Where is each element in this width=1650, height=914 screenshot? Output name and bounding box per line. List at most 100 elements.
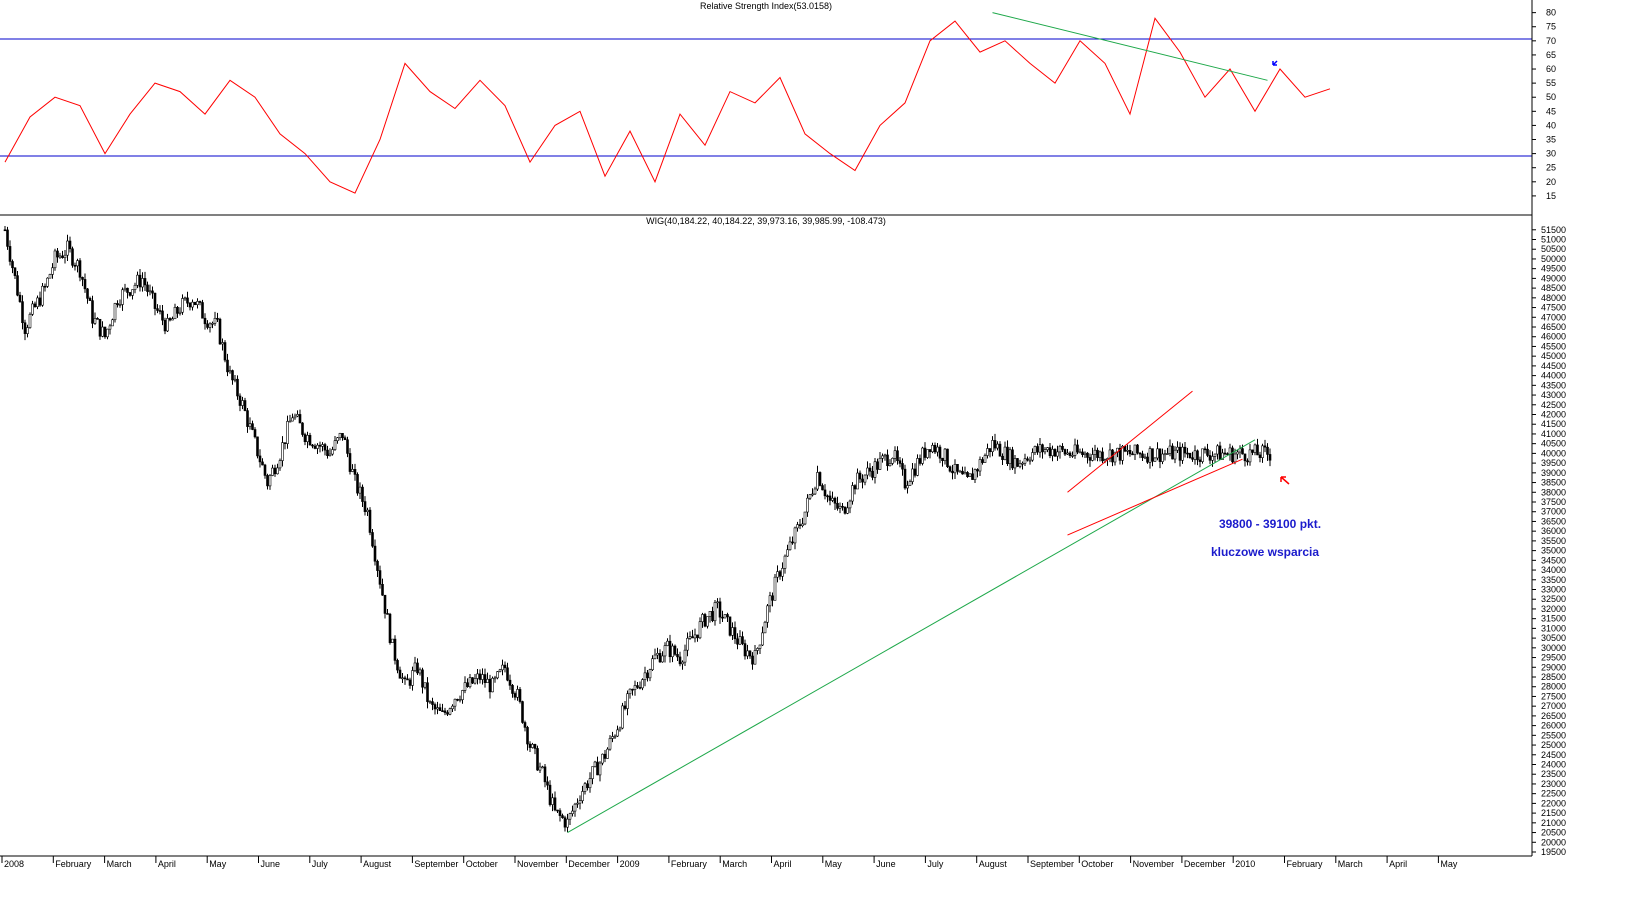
candle-body <box>596 761 599 776</box>
candle-body <box>1056 451 1059 457</box>
candle-body <box>403 677 407 680</box>
candle-body <box>1261 445 1264 458</box>
candle-body <box>1206 448 1209 456</box>
candle-body <box>1216 445 1219 455</box>
candle-body <box>608 738 612 750</box>
candle-body <box>231 370 234 381</box>
candle-body <box>778 571 782 577</box>
candle-body <box>328 453 332 457</box>
price-tick-label: 20500 <box>1541 828 1566 838</box>
candle-body <box>643 672 647 680</box>
candle-body <box>1183 446 1187 454</box>
candle-body <box>871 470 874 478</box>
candle-body <box>958 470 962 473</box>
candle-body <box>623 705 627 709</box>
candle-body <box>1081 451 1084 456</box>
candle-body <box>1051 449 1054 457</box>
candle-body <box>1058 445 1062 453</box>
month-label: July <box>312 859 329 869</box>
candle-body <box>713 602 717 622</box>
candle-body <box>143 278 147 286</box>
candle-body <box>258 455 262 463</box>
candle-body <box>336 437 339 442</box>
candle-body <box>386 613 389 615</box>
candle-body <box>1218 445 1222 460</box>
candle-body <box>108 325 112 330</box>
candle-body <box>951 470 954 474</box>
candle-body <box>541 766 544 769</box>
candle-body <box>921 447 924 464</box>
candle-body <box>441 710 444 712</box>
rsi-tick-label: 35 <box>1546 135 1556 145</box>
candle-body <box>993 440 997 449</box>
candle-body <box>303 434 307 443</box>
candle-body <box>1028 459 1032 462</box>
candle-body <box>41 285 44 306</box>
candle-body <box>966 472 969 478</box>
candle-body <box>683 649 687 663</box>
candle-body <box>786 549 789 557</box>
candle-body <box>276 467 279 475</box>
price-tick-label: 41000 <box>1541 429 1566 439</box>
candle-body <box>661 655 664 663</box>
candle-body <box>586 783 589 789</box>
candle-body <box>273 467 277 475</box>
candle-body <box>453 698 457 707</box>
candle-body <box>971 473 974 480</box>
candle-body <box>421 669 424 688</box>
candle-body <box>176 306 179 314</box>
candle-body <box>216 317 219 320</box>
price-tick-label: 27500 <box>1541 691 1566 701</box>
price-tick-label: 22000 <box>1541 798 1566 808</box>
candle-body <box>1176 446 1179 451</box>
candle-body <box>548 784 552 805</box>
candle-body <box>738 636 742 645</box>
candle-body <box>488 678 492 693</box>
candle-body <box>1053 449 1057 457</box>
candle-body <box>1031 452 1034 461</box>
candle-body <box>831 497 834 501</box>
blue-arrow-icon <box>1272 60 1278 66</box>
candle-body <box>688 636 692 639</box>
candle-body <box>98 318 102 337</box>
month-label: September <box>414 859 458 869</box>
month-label: February <box>1287 859 1324 869</box>
candle-body <box>893 450 897 459</box>
candle-body <box>618 727 622 731</box>
candle-body <box>1231 447 1234 463</box>
candle-body <box>23 322 27 334</box>
candle-body <box>498 669 502 672</box>
candle-body <box>943 448 947 461</box>
candle-body <box>711 611 714 622</box>
candle-body <box>716 601 719 604</box>
candle-body <box>8 246 12 262</box>
candle-body <box>588 778 592 789</box>
candle-body <box>486 678 489 683</box>
price-tick-label: 32500 <box>1541 594 1566 604</box>
candle-body <box>1038 444 1042 453</box>
candle-body <box>483 674 487 683</box>
candle-body <box>451 705 454 710</box>
candle-body <box>676 654 679 658</box>
candle-body <box>823 489 827 497</box>
candle-body <box>348 453 352 472</box>
candle-body <box>461 690 464 700</box>
rsi-tick-label: 15 <box>1546 191 1556 201</box>
candle-body <box>241 400 244 406</box>
candle-body <box>816 472 819 490</box>
rsi-tick-label: 70 <box>1546 36 1556 46</box>
candle-body <box>528 743 532 748</box>
candle-body <box>866 467 869 476</box>
price-tick-label: 23000 <box>1541 779 1566 789</box>
candle-body <box>1063 449 1067 455</box>
candle-body <box>1151 448 1154 462</box>
month-label: May <box>209 859 227 869</box>
candle-body <box>43 285 47 288</box>
candle-body <box>621 705 624 729</box>
candle-body <box>1103 459 1107 462</box>
candle-body <box>798 524 802 527</box>
channel-lower-line <box>1067 458 1243 536</box>
candle-body <box>1253 444 1257 453</box>
month-label: July <box>927 859 944 869</box>
month-label: August <box>979 859 1008 869</box>
